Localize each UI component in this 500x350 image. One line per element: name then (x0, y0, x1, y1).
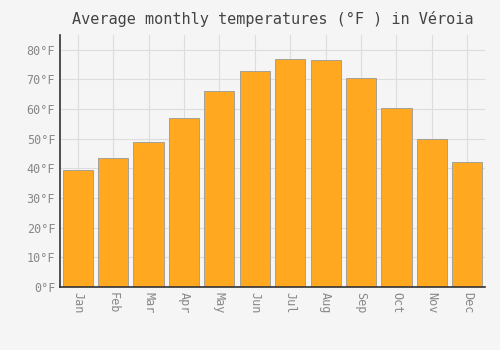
Bar (452, 162, 482, 287)
Bar (62, 170, 93, 287)
Bar (134, 142, 164, 287)
Bar (275, 59, 306, 287)
Bar (240, 71, 270, 287)
Bar (169, 118, 199, 287)
Bar (98, 158, 128, 287)
Bar (417, 139, 447, 287)
Bar (382, 108, 412, 287)
Bar (346, 78, 376, 287)
Bar (310, 60, 340, 287)
Title: Average monthly temperatures (°F ) in Véroia: Average monthly temperatures (°F ) in Vé… (72, 11, 473, 27)
Bar (204, 91, 234, 287)
